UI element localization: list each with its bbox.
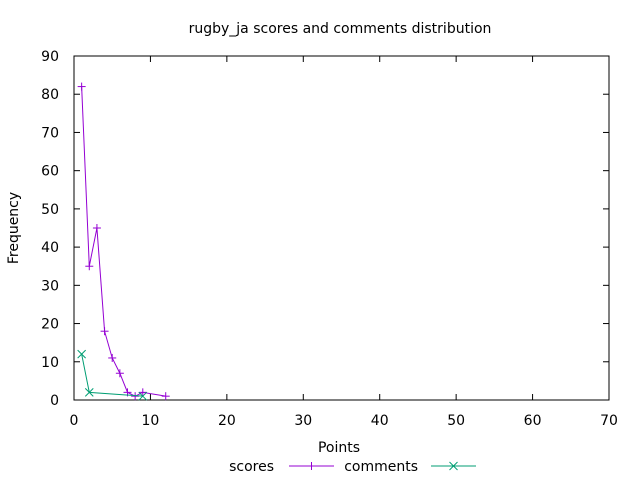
x-tick-label: 30 bbox=[294, 413, 312, 429]
scores-line bbox=[81, 86, 166, 397]
y-tick-label: 70 bbox=[41, 125, 59, 141]
series-layer bbox=[77, 82, 170, 401]
legend-entry-comments: comments bbox=[344, 459, 476, 475]
y-axis-label: Frequency bbox=[6, 192, 22, 264]
x-tick-label: 20 bbox=[218, 413, 236, 429]
y-tick-label: 90 bbox=[41, 49, 59, 65]
y-tick-label: 40 bbox=[41, 240, 59, 256]
legend: scores comments bbox=[229, 459, 476, 475]
legend-label: scores bbox=[229, 459, 274, 475]
x-axis: 0 10 20 30 40 50 60 70 bbox=[70, 56, 618, 429]
x-axis-label: Points bbox=[318, 440, 360, 456]
scores-point bbox=[108, 353, 117, 362]
y-tick-label: 0 bbox=[50, 393, 59, 409]
legend-entry-scores: scores bbox=[229, 459, 334, 475]
y-tick-label: 50 bbox=[41, 202, 59, 218]
comments-point bbox=[138, 391, 148, 401]
legend-marker bbox=[449, 461, 458, 471]
y-tick-label: 30 bbox=[41, 278, 59, 294]
scores-point bbox=[92, 224, 101, 232]
legend-label: comments bbox=[344, 459, 418, 475]
legend-marker bbox=[307, 462, 316, 470]
scores-point bbox=[161, 392, 170, 401]
y-tick-label: 20 bbox=[41, 317, 59, 333]
x-tick-label: 0 bbox=[70, 413, 79, 429]
scores-point bbox=[77, 82, 86, 91]
y-tick-label: 80 bbox=[41, 87, 59, 103]
x-tick-label: 40 bbox=[371, 413, 389, 429]
x-tick-label: 10 bbox=[142, 413, 160, 429]
plot-frame bbox=[73, 55, 610, 401]
y-tick-label: 60 bbox=[41, 164, 59, 180]
series-scores bbox=[77, 82, 170, 401]
scores-point bbox=[100, 327, 109, 336]
x-tick-label: 50 bbox=[447, 413, 465, 429]
comments-point bbox=[77, 349, 86, 359]
x-tick-label: 70 bbox=[600, 413, 618, 429]
scores-point bbox=[85, 262, 94, 271]
chart-title: rugby_ja scores and comments distributio… bbox=[189, 21, 492, 37]
series-comments bbox=[77, 349, 148, 401]
x-tick-label: 60 bbox=[524, 413, 542, 429]
y-axis: 0 10 20 30 40 50 60 70 80 90 bbox=[41, 49, 609, 409]
scores-point bbox=[115, 369, 124, 378]
scores-point bbox=[138, 388, 147, 397]
y-tick-label: 10 bbox=[41, 355, 59, 371]
comments-point bbox=[84, 388, 94, 397]
